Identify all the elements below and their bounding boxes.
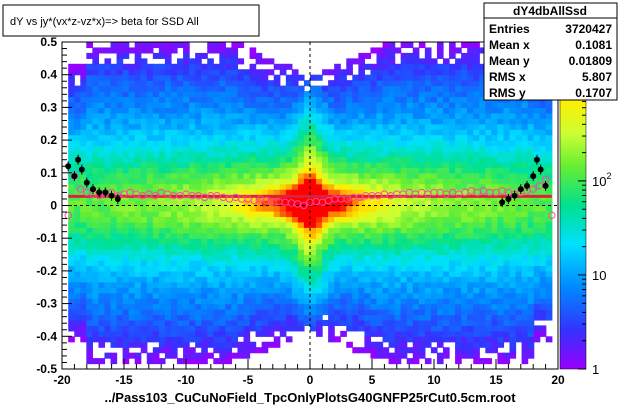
y-tick-label: -0.3 bbox=[36, 297, 57, 311]
profile-filled-point bbox=[83, 179, 90, 186]
y-tick-label: 0.4 bbox=[40, 68, 57, 82]
profile-filled-point bbox=[537, 166, 544, 173]
stats-row-value: 0.01809 bbox=[569, 54, 613, 68]
profile-filled-point bbox=[96, 189, 103, 196]
y-axis: -0.5 -0.4 -0.3 -0.2 -0.1 0 0.1 0.2 0.3 0.4 0.5 bbox=[36, 35, 72, 376]
x-tick-label: 20 bbox=[551, 373, 565, 387]
profile-filled-point bbox=[511, 192, 518, 199]
profile-filled-point bbox=[102, 189, 109, 196]
profile-filled-point bbox=[524, 182, 530, 189]
y-tick-label: -0.2 bbox=[36, 264, 57, 278]
stats-row-label: Mean x bbox=[489, 38, 530, 52]
stats-row-label: RMS x bbox=[489, 70, 526, 84]
profile-filled-point bbox=[114, 195, 121, 202]
profile-open-point bbox=[76, 185, 85, 193]
y-tick-label: -0.1 bbox=[36, 231, 57, 245]
profile-filled-point bbox=[517, 186, 524, 193]
stats-row-value: 0.1081 bbox=[575, 38, 612, 52]
stats-row-label: Entries bbox=[489, 22, 530, 36]
y-tick-label: 0.2 bbox=[40, 133, 57, 147]
x-tick-label: -5 bbox=[243, 373, 254, 387]
stats-row-value: 0.1707 bbox=[575, 86, 612, 100]
y-tick-label: 0.3 bbox=[40, 100, 57, 114]
x-tick-label: 10 bbox=[427, 373, 441, 387]
profile-overlay bbox=[64, 154, 556, 220]
y-tick-label: 0.5 bbox=[40, 35, 57, 49]
stats-box: dY4dbAllSsd Entries 3720427 Mean x 0.1081 Me… bbox=[483, 2, 618, 101]
z-tick-label: 10 bbox=[592, 268, 606, 283]
profile-filled-point bbox=[108, 192, 115, 199]
title-box bbox=[2, 4, 260, 37]
stats-row-value: 5.807 bbox=[582, 70, 612, 84]
profile-filled-point bbox=[505, 195, 512, 202]
stats-row-label: Mean y bbox=[489, 54, 530, 68]
stats-row-value: 3720427 bbox=[565, 22, 612, 36]
z-tick-label: 102 bbox=[592, 171, 611, 189]
heatmap-density bbox=[68, 42, 553, 365]
profile-open-point bbox=[529, 185, 537, 193]
x-axis-label: ../Pass103_CuCuNoField_TpcOnlyPlotsG40GN… bbox=[104, 390, 516, 405]
y-tick-label: -0.5 bbox=[36, 362, 57, 376]
z-tick-label: 1 bbox=[592, 362, 599, 377]
profile-open-point bbox=[64, 211, 72, 220]
y-tick-label: -0.4 bbox=[36, 329, 57, 343]
profile-filled-point bbox=[542, 182, 549, 189]
x-tick-label: -20 bbox=[53, 373, 71, 387]
x-tick-label: 15 bbox=[489, 373, 503, 387]
y-tick-label: 0 bbox=[50, 199, 57, 213]
profile-open-point bbox=[548, 211, 556, 220]
chart-title: dY vs jy*(vx*z-vz*x)=> beta for SSD All bbox=[10, 16, 199, 28]
x-tick-label: -15 bbox=[115, 373, 133, 387]
profile-filled-point bbox=[65, 163, 72, 170]
profile-filled-point bbox=[71, 173, 78, 180]
profile-filled-point bbox=[533, 156, 540, 163]
profile-filled-point bbox=[75, 156, 82, 163]
stats-row-label: RMS y bbox=[489, 86, 526, 100]
y-tick-label: 0.1 bbox=[40, 166, 57, 180]
profile-filled-point bbox=[78, 166, 85, 173]
profile-filled-point bbox=[90, 186, 96, 193]
profile-filled-point bbox=[499, 199, 506, 206]
x-axis: -20 -15 -10 -5 0 5 10 15 20 bbox=[53, 359, 565, 387]
profile-filled-point bbox=[530, 173, 537, 180]
stats-name: dY4dbAllSsd bbox=[513, 4, 587, 18]
x-tick-label: -10 bbox=[177, 373, 195, 387]
profile-open-point bbox=[151, 191, 159, 200]
profile-open-point bbox=[300, 201, 308, 210]
x-tick-label: 0 bbox=[307, 373, 314, 387]
x-tick-label: 5 bbox=[369, 373, 376, 387]
